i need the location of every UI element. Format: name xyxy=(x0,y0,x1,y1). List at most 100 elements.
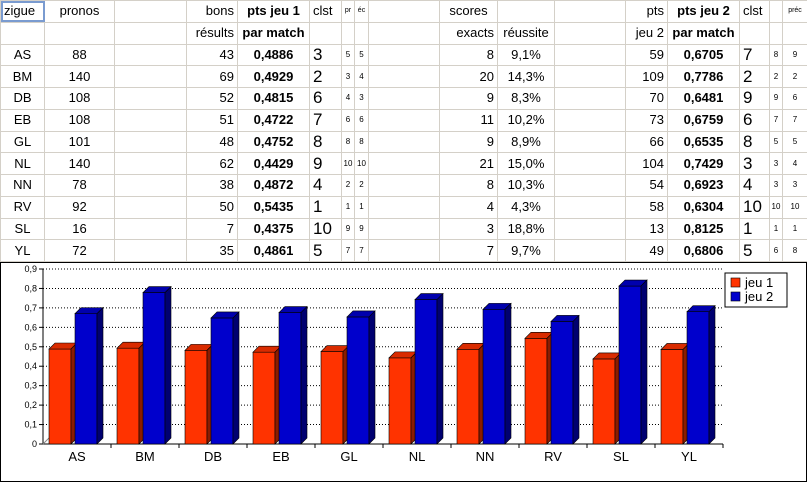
table-cell[interactable]: 0,6923 xyxy=(667,174,740,197)
table-cell[interactable]: 9 xyxy=(439,87,498,110)
table-cell[interactable]: 4,3% xyxy=(497,196,555,219)
table-cell[interactable]: préc xyxy=(782,0,807,23)
table-cell[interactable]: 6 xyxy=(782,87,807,110)
table-cell[interactable] xyxy=(44,22,115,45)
table-cell[interactable]: 48 xyxy=(186,131,238,154)
table-cell[interactable]: 0,4429 xyxy=(237,152,310,175)
table-cell[interactable]: 4 xyxy=(354,65,369,88)
table-cell[interactable]: bons xyxy=(186,0,238,23)
table-cell[interactable]: 92 xyxy=(44,196,115,219)
table-cell[interactable]: 10 xyxy=(769,196,783,219)
table-cell[interactable]: jeu 2 xyxy=(625,22,668,45)
table-cell[interactable]: 140 xyxy=(44,65,115,88)
table-cell[interactable] xyxy=(114,131,187,154)
table-cell[interactable] xyxy=(368,152,440,175)
table-cell[interactable]: 52 xyxy=(186,87,238,110)
table-cell[interactable]: 0,6705 xyxy=(667,44,740,67)
table-cell[interactable]: 10 xyxy=(309,218,342,241)
table-cell[interactable]: AS xyxy=(0,44,45,67)
table-cell[interactable]: 0,8125 xyxy=(667,218,740,241)
table-cell[interactable] xyxy=(769,22,783,45)
table-cell[interactable]: 4 xyxy=(739,174,770,197)
table-cell[interactable]: 2 xyxy=(739,65,770,88)
table-cell[interactable] xyxy=(309,22,342,45)
table-cell[interactable] xyxy=(554,109,626,132)
table-cell[interactable]: 4 xyxy=(439,196,498,219)
table-cell[interactable]: GL xyxy=(0,131,45,154)
table-cell[interactable]: EB xyxy=(0,109,45,132)
table-cell[interactable]: 108 xyxy=(44,109,115,132)
table-cell[interactable]: 0,4752 xyxy=(237,131,310,154)
table-cell[interactable]: 5 xyxy=(769,131,783,154)
table-cell[interactable]: 5 xyxy=(341,44,355,67)
table-cell[interactable]: YL xyxy=(0,239,45,262)
table-cell[interactable]: 3 xyxy=(769,152,783,175)
table-cell[interactable] xyxy=(554,22,626,45)
table-cell[interactable]: 0,6759 xyxy=(667,109,740,132)
table-cell[interactable] xyxy=(554,196,626,219)
table-cell[interactable] xyxy=(368,0,440,23)
table-cell[interactable] xyxy=(0,22,45,45)
table-cell[interactable]: 21 xyxy=(439,152,498,175)
table-cell[interactable]: 101 xyxy=(44,131,115,154)
table-cell[interactable]: 8 xyxy=(309,131,342,154)
table-cell[interactable]: clst xyxy=(739,0,770,23)
table-cell[interactable]: 3 xyxy=(739,152,770,175)
table-cell[interactable]: 0,6481 xyxy=(667,87,740,110)
table-cell[interactable]: 8 xyxy=(341,131,355,154)
table-cell[interactable] xyxy=(354,22,369,45)
table-cell[interactable]: 2 xyxy=(769,65,783,88)
table-cell[interactable]: 69 xyxy=(186,65,238,88)
table-cell[interactable]: 104 xyxy=(625,152,668,175)
table-cell[interactable] xyxy=(368,22,440,45)
table-cell[interactable]: 20 xyxy=(439,65,498,88)
table-cell[interactable]: DB xyxy=(0,87,45,110)
table-cell[interactable]: 9 xyxy=(739,87,770,110)
table-cell[interactable]: 49 xyxy=(625,239,668,262)
table-cell[interactable]: 8 xyxy=(769,44,783,67)
table-cell[interactable]: zigue xyxy=(0,0,45,23)
table-cell[interactable]: 14,3% xyxy=(497,65,555,88)
table-cell[interactable]: 109 xyxy=(625,65,668,88)
table-cell[interactable] xyxy=(368,174,440,197)
table-cell[interactable]: RV xyxy=(0,196,45,219)
table-cell[interactable]: 3 xyxy=(341,65,355,88)
table-cell[interactable]: réussite xyxy=(497,22,555,45)
table-cell[interactable]: 62 xyxy=(186,152,238,175)
table-cell[interactable]: pr xyxy=(341,0,355,23)
table-cell[interactable]: 0,5435 xyxy=(237,196,310,219)
table-cell[interactable]: 9 xyxy=(782,44,807,67)
table-cell[interactable]: 88 xyxy=(44,44,115,67)
table-cell[interactable]: NL xyxy=(0,152,45,175)
table-cell[interactable]: 0,4872 xyxy=(237,174,310,197)
table-cell[interactable] xyxy=(114,87,187,110)
table-cell[interactable]: 1 xyxy=(739,218,770,241)
table-cell[interactable]: 54 xyxy=(625,174,668,197)
table-cell[interactable]: 9 xyxy=(354,218,369,241)
table-cell[interactable]: 59 xyxy=(625,44,668,67)
table-cell[interactable]: 5 xyxy=(354,44,369,67)
table-cell[interactable]: BM xyxy=(0,65,45,88)
table-cell[interactable]: 10 xyxy=(739,196,770,219)
table-cell[interactable]: 10,2% xyxy=(497,109,555,132)
table-cell[interactable]: 2 xyxy=(309,65,342,88)
table-cell[interactable]: 7 xyxy=(782,109,807,132)
table-cell[interactable]: 2 xyxy=(782,65,807,88)
table-cell[interactable]: 3 xyxy=(354,87,369,110)
table-cell[interactable]: résults xyxy=(186,22,238,45)
table-cell[interactable]: 18,8% xyxy=(497,218,555,241)
table-cell[interactable]: 7 xyxy=(739,44,770,67)
table-cell[interactable]: 140 xyxy=(44,152,115,175)
table-cell[interactable]: 6 xyxy=(739,109,770,132)
table-cell[interactable]: 3 xyxy=(309,44,342,67)
table-cell[interactable] xyxy=(114,0,187,23)
table-cell[interactable]: scores xyxy=(439,0,498,23)
table-cell[interactable]: pronos xyxy=(44,0,115,23)
table-cell[interactable]: 7 xyxy=(186,218,238,241)
table-cell[interactable]: pts xyxy=(625,0,668,23)
table-cell[interactable]: par match xyxy=(237,22,310,45)
table-cell[interactable]: 0,4815 xyxy=(237,87,310,110)
table-cell[interactable]: 108 xyxy=(44,87,115,110)
table-cell[interactable]: 3 xyxy=(769,174,783,197)
table-cell[interactable] xyxy=(554,152,626,175)
